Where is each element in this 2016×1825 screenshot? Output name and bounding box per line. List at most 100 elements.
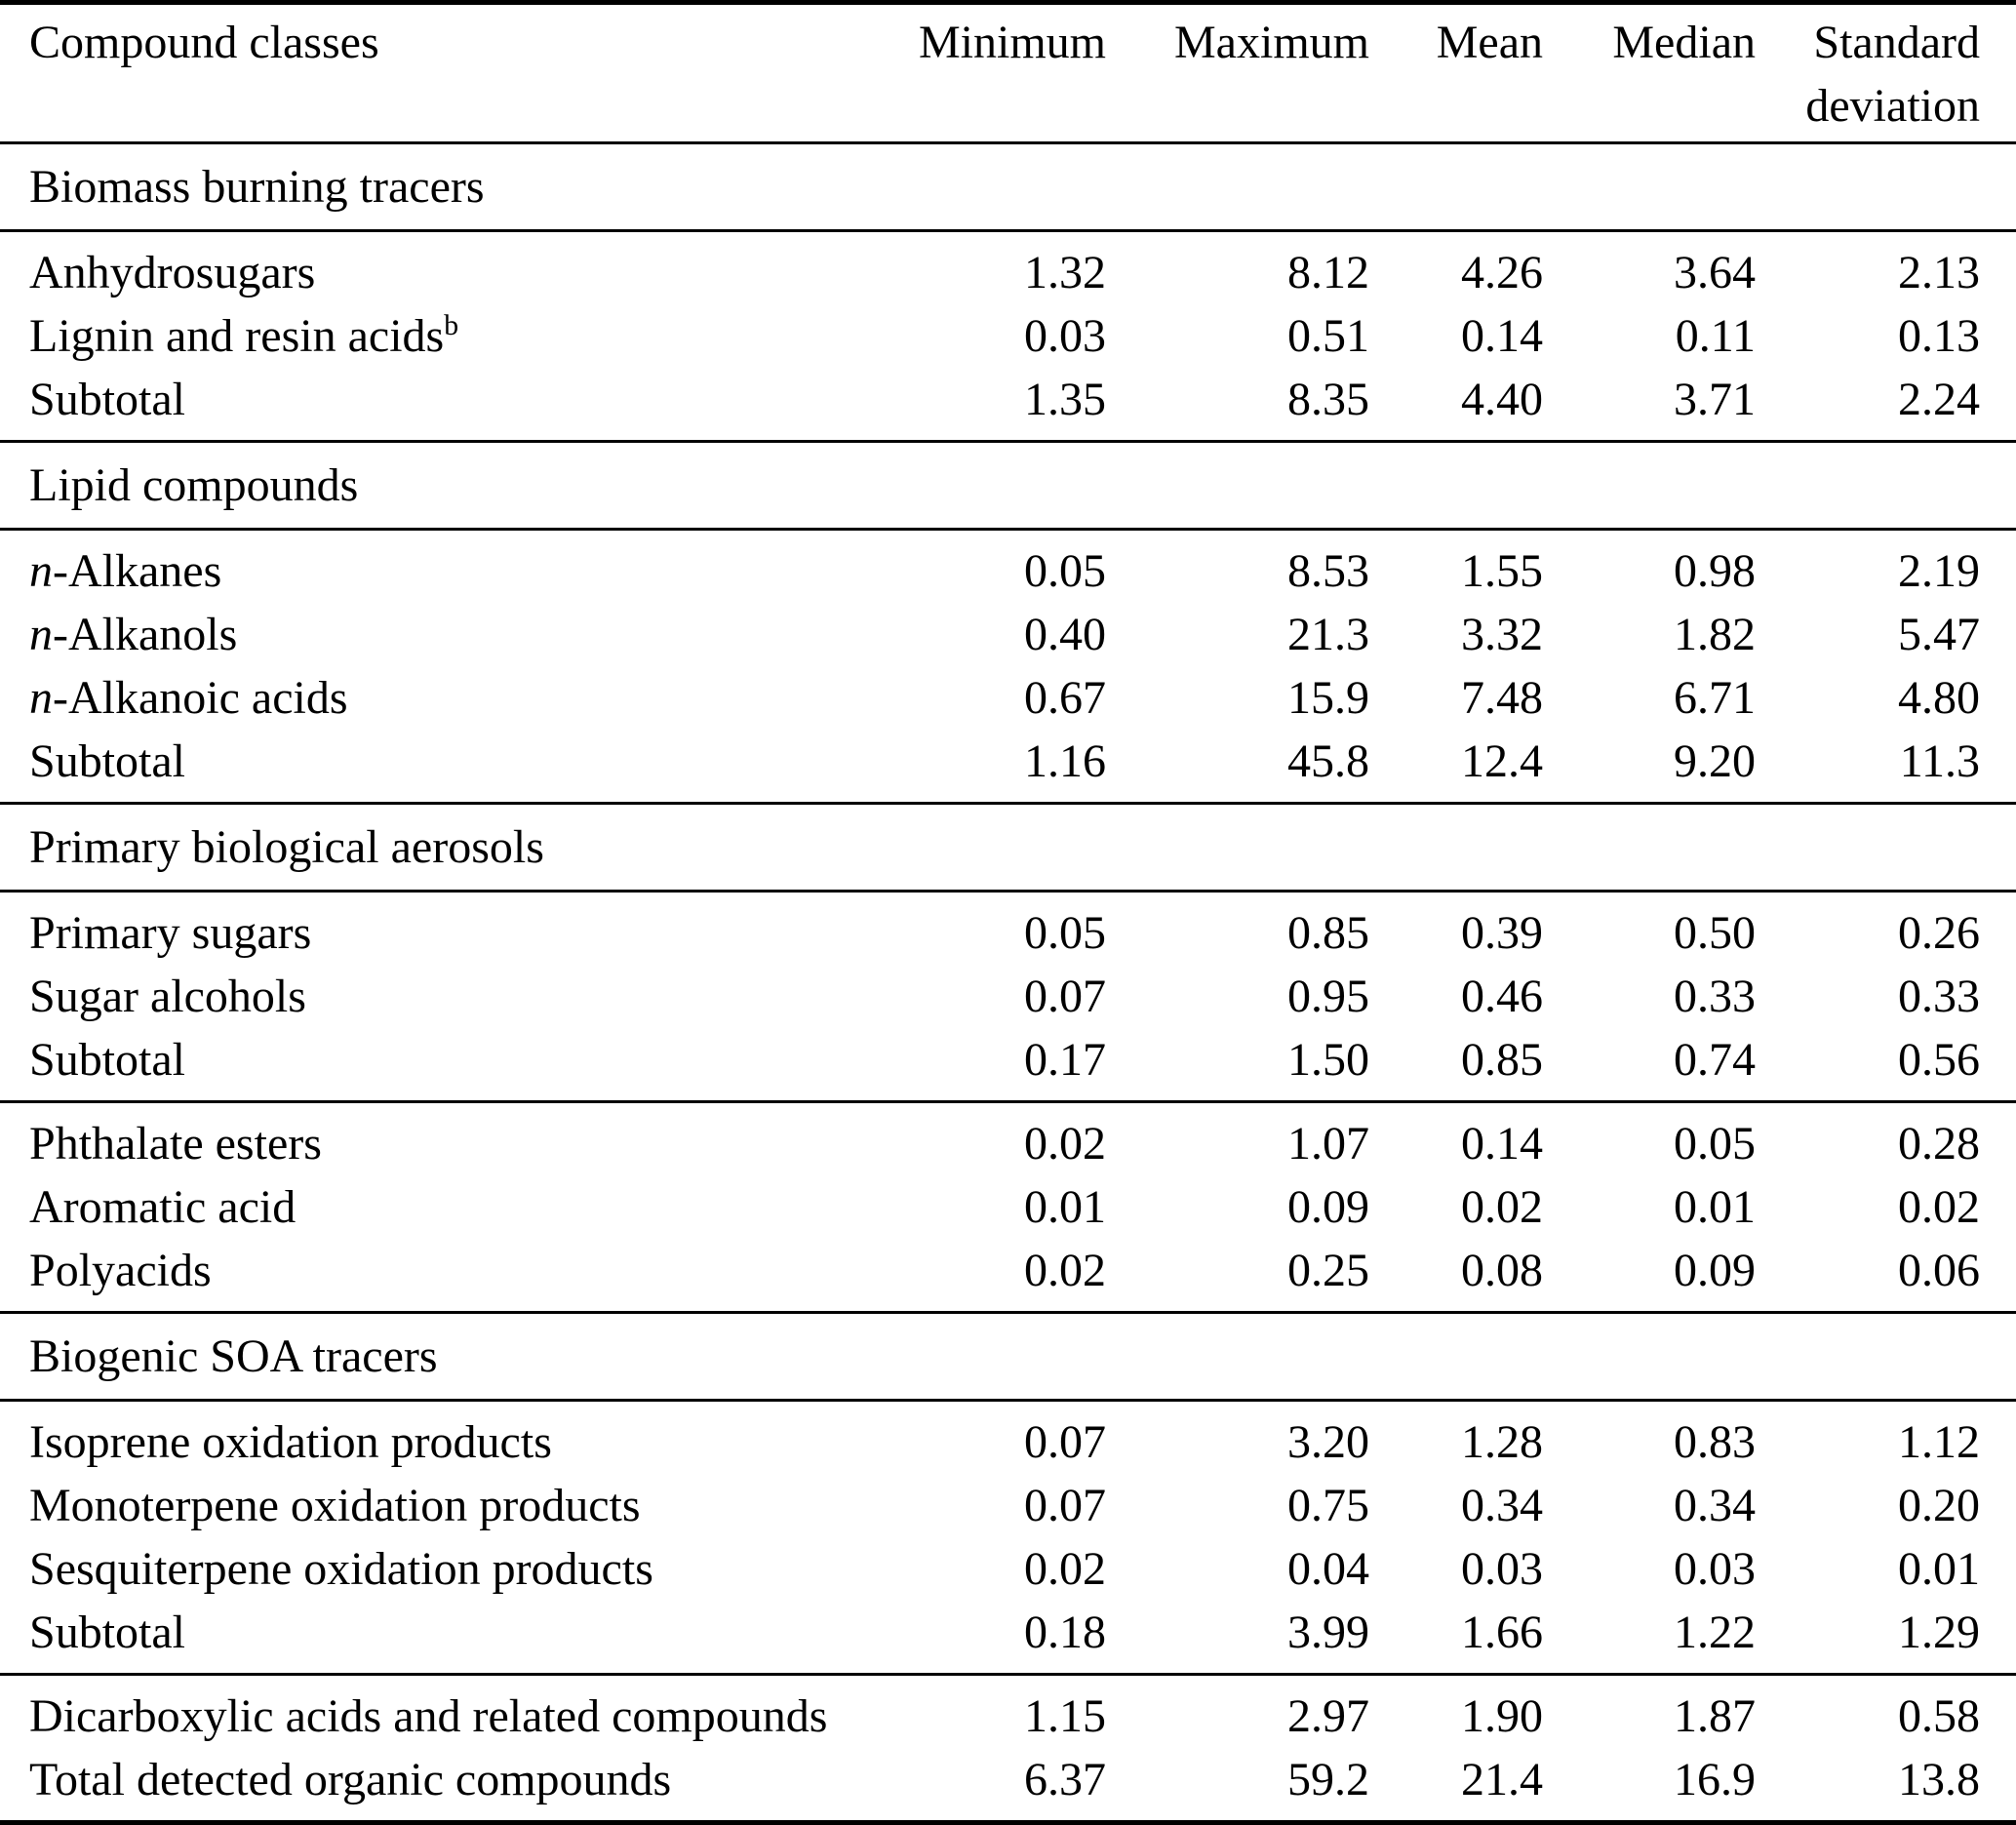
cell-value: 1.87	[1674, 1690, 1756, 1742]
cell-value: 15.9	[1287, 672, 1369, 724]
cell-value: 3.20	[1287, 1416, 1369, 1468]
italic-prefix: n	[29, 672, 53, 724]
table-row: Subtotal 0.17 1.50 0.85 0.74 0.56	[0, 1028, 2016, 1102]
row-label: Subtotal	[29, 735, 186, 787]
cell-value: 1.15	[1024, 1690, 1106, 1742]
row-label: Phthalate esters	[29, 1118, 322, 1170]
cell-value: 1.12	[1898, 1416, 1980, 1468]
section-header-row: Biomass burning tracers	[0, 142, 2016, 231]
cell-value: 12.4	[1461, 735, 1543, 787]
cell-value: 0.02	[1461, 1181, 1543, 1233]
cell-value: 0.02	[1024, 1543, 1106, 1595]
table-row: n-Alkanoic acids 0.67 15.9 7.48 6.71 4.80	[0, 666, 2016, 730]
section-title: Biomass burning tracers	[29, 161, 485, 213]
cell-value: 0.03	[1024, 310, 1106, 362]
cell-value: 5.47	[1898, 609, 1980, 660]
cell-value: 0.34	[1674, 1480, 1756, 1531]
row-label: Anhydrosugars	[29, 247, 316, 298]
row-label: Subtotal	[29, 1607, 186, 1658]
section-title: Biogenic SOA tracers	[29, 1330, 438, 1382]
cell-value: 0.50	[1674, 907, 1756, 959]
cell-value: 45.8	[1287, 735, 1369, 787]
cell-value: 0.01	[1898, 1543, 1980, 1595]
column-header-minimum: Minimum	[918, 17, 1106, 68]
cell-value: 0.74	[1674, 1034, 1756, 1086]
table-row: Subtotal 1.16 45.8 12.4 9.20 11.3	[0, 730, 2016, 804]
cell-value: 0.03	[1461, 1543, 1543, 1595]
cell-value: 11.3	[1899, 735, 1980, 787]
table-row: Isoprene oxidation products 0.07 3.20 1.28 0…	[0, 1401, 2016, 1475]
cell-value: 13.8	[1898, 1754, 1980, 1805]
cell-value: 0.40	[1024, 609, 1106, 660]
cell-value: 0.58	[1898, 1690, 1980, 1742]
cell-value: 0.98	[1674, 545, 1756, 597]
cell-value: 0.85	[1461, 1034, 1543, 1086]
cell-value: 0.33	[1674, 971, 1756, 1022]
cell-value: 21.3	[1287, 609, 1369, 660]
section-title: Primary biological aerosols	[29, 821, 544, 873]
cell-value: 1.66	[1461, 1607, 1543, 1658]
cell-value: 1.55	[1461, 545, 1543, 597]
cell-value: 0.05	[1024, 907, 1106, 959]
table-row: n-Alkanols 0.40 21.3 3.32 1.82 5.47	[0, 603, 2016, 666]
cell-value: 0.05	[1024, 545, 1106, 597]
table-row: Phthalate esters 0.02 1.07 0.14 0.05 0.28	[0, 1101, 2016, 1176]
cell-value: 0.14	[1461, 310, 1543, 362]
italic-prefix: n	[29, 545, 53, 597]
cell-value: 0.18	[1024, 1607, 1106, 1658]
cell-value: 0.05	[1674, 1118, 1756, 1170]
cell-value: 0.95	[1287, 971, 1369, 1022]
cell-value: 0.02	[1898, 1181, 1980, 1233]
table-row: Sesquiterpene oxidation products 0.02 0.04…	[0, 1537, 2016, 1601]
cell-value: 0.75	[1287, 1480, 1369, 1531]
cell-value: 1.16	[1024, 735, 1106, 787]
cell-value: 59.2	[1287, 1754, 1369, 1805]
table-row: Dicarboxylic acids and related compounds…	[0, 1674, 2016, 1749]
cell-value: 0.56	[1898, 1034, 1980, 1086]
section-header-row: Primary biological aerosols	[0, 803, 2016, 892]
cell-value: 0.25	[1287, 1245, 1369, 1296]
section-title: Lipid compounds	[29, 459, 359, 511]
cell-value: 0.09	[1674, 1245, 1756, 1296]
column-header-compound-classes: Compound classes	[29, 17, 379, 68]
row-label: Dicarboxylic acids and related compounds	[29, 1690, 828, 1742]
row-label: n-Alkanoic acids	[29, 672, 348, 724]
cell-value: 0.11	[1675, 310, 1756, 362]
cell-value: 0.51	[1287, 310, 1369, 362]
header-row: Compound classes Minimum Maximum Mean Me…	[0, 3, 2016, 143]
row-label: Sugar alcohols	[29, 971, 306, 1022]
cell-value: 21.4	[1461, 1754, 1543, 1805]
table-row: Primary sugars 0.05 0.85 0.39 0.50 0.26	[0, 892, 2016, 966]
cell-value: 3.64	[1674, 247, 1756, 298]
cell-value: 0.03	[1674, 1543, 1756, 1595]
table-row: Sugar alcohols 0.07 0.95 0.46 0.33 0.33	[0, 965, 2016, 1028]
cell-value: 8.35	[1287, 374, 1369, 425]
section-header-row: Lipid compounds	[0, 441, 2016, 530]
cell-value: 4.40	[1461, 374, 1543, 425]
cell-value: 3.71	[1674, 374, 1756, 425]
cell-value: 0.02	[1024, 1118, 1106, 1170]
cell-value: 0.26	[1898, 907, 1980, 959]
cell-value: 0.04	[1287, 1543, 1369, 1595]
row-label: Sesquiterpene oxidation products	[29, 1543, 653, 1595]
table-row: Aromatic acid 0.01 0.09 0.02 0.01 0.02	[0, 1175, 2016, 1239]
cell-value: 6.37	[1024, 1754, 1106, 1805]
table-row: Subtotal 1.35 8.35 4.40 3.71 2.24	[0, 368, 2016, 442]
cell-value: 0.67	[1024, 672, 1106, 724]
cell-value: 8.12	[1287, 247, 1369, 298]
column-header-maximum: Maximum	[1174, 17, 1369, 68]
cell-value: 0.20	[1898, 1480, 1980, 1531]
cell-value: 0.02	[1024, 1245, 1106, 1296]
row-label: Aromatic acid	[29, 1181, 296, 1233]
cell-value: 1.50	[1287, 1034, 1369, 1086]
cell-value: 0.39	[1461, 907, 1543, 959]
cell-value: 0.07	[1024, 1480, 1106, 1531]
cell-value: 3.99	[1287, 1607, 1369, 1658]
column-header-standard-deviation: Standard deviation	[1805, 17, 1980, 132]
column-header-median: Median	[1612, 17, 1756, 68]
cell-value: 1.07	[1287, 1118, 1369, 1170]
footnote-marker: b	[444, 309, 459, 341]
cell-value: 0.07	[1024, 971, 1106, 1022]
section-header-row: Biogenic SOA tracers	[0, 1312, 2016, 1401]
table-row: Anhydrosugars 1.32 8.12 4.26 3.64 2.13	[0, 231, 2016, 305]
